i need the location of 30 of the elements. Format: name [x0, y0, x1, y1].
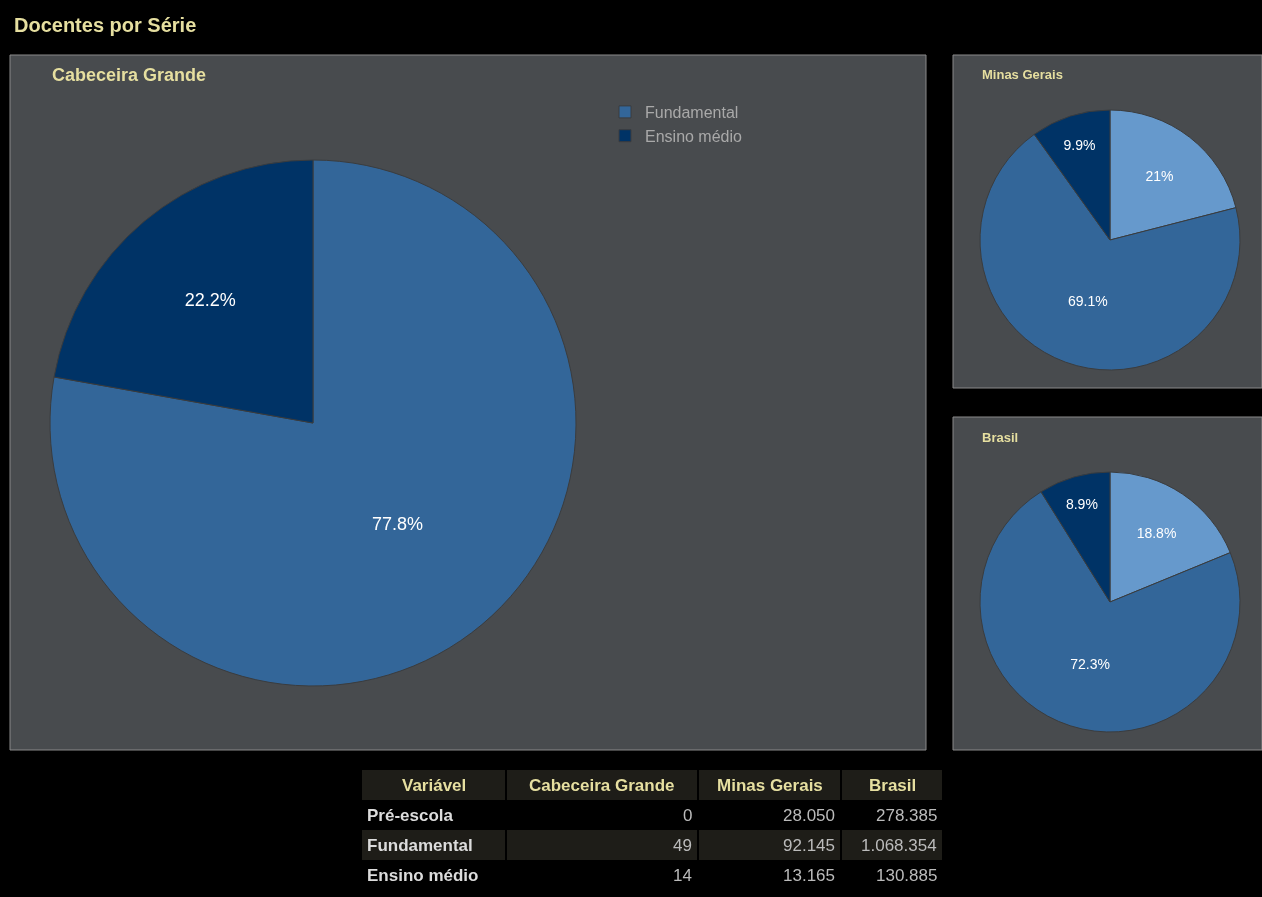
text: Cabeceira Grande — [529, 776, 675, 795]
data-label: 9.9% — [1063, 137, 1096, 154]
legend-label: Fundamental — [645, 104, 739, 122]
text: 28.050 — [783, 806, 835, 825]
text: Variável — [402, 776, 467, 795]
text: 49 — [673, 836, 692, 855]
text: 1.068.354 — [861, 836, 937, 855]
text: 278.385 — [876, 806, 938, 825]
text: Docentes por Série — [14, 14, 197, 36]
text: Minas Gerais — [717, 776, 823, 795]
data-label: 72.3% — [1070, 655, 1110, 672]
data-label: 21% — [1145, 168, 1174, 185]
text: 92.145 — [783, 836, 835, 855]
data-label: 22.2% — [184, 290, 236, 311]
chart-title: Minas Gerais — [982, 67, 1063, 82]
data-label: 18.8% — [1136, 524, 1177, 541]
chart-title: Brasil — [982, 430, 1019, 445]
text: Ensino médio — [367, 866, 479, 885]
data-label: 69.1% — [1067, 293, 1108, 310]
data-label: 8.9% — [1065, 496, 1098, 513]
text: 130.885 — [876, 866, 938, 885]
text: 14 — [673, 866, 692, 885]
text: 13.165 — [783, 866, 835, 885]
text: 0 — [683, 806, 693, 825]
data-label: 77.8% — [371, 513, 423, 534]
text: Brasil — [869, 776, 917, 795]
text: Fundamental — [367, 836, 473, 855]
legend-label: Ensino médio — [645, 127, 743, 145]
chart-title: Cabeceira Grande — [52, 65, 207, 85]
text: Pré-escola — [367, 806, 454, 825]
